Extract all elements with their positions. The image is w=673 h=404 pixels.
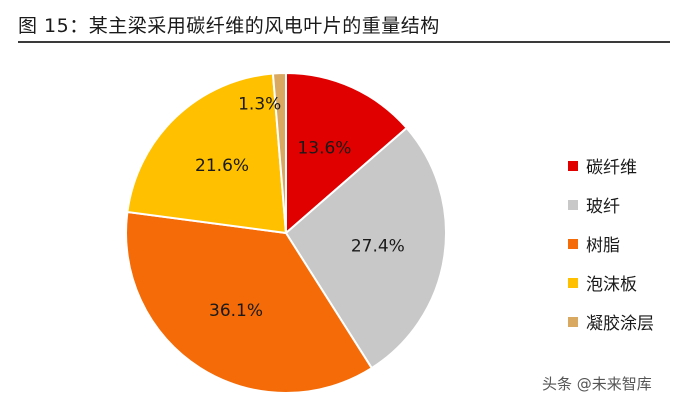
pie-slice-2	[125, 210, 374, 394]
legend-swatch-0	[568, 160, 578, 171]
watermark: 头条 @未来智库	[542, 375, 652, 393]
legend-item-0: 碳纤维	[568, 146, 654, 185]
legend-swatch-3	[568, 277, 578, 288]
pie-slice-3	[126, 72, 288, 235]
legend-item-1: 玻纤	[568, 185, 654, 224]
legend-label-2: 树脂	[586, 236, 620, 256]
chart-title: 图 15：某主梁采用碳纤维的风电叶片的重量结构	[18, 15, 440, 37]
pie-slice-0	[285, 71, 409, 236]
slice-label-4: 1.3%	[238, 94, 281, 114]
pie-slice-4	[271, 71, 287, 234]
legend-item-4: 凝胶涂层	[568, 302, 654, 341]
legend-swatch-1	[568, 199, 578, 210]
legend-swatch-4	[568, 316, 578, 327]
title-divider	[18, 41, 670, 43]
legend-label-1: 玻纤	[586, 197, 620, 217]
legend-label-0: 碳纤维	[586, 158, 637, 178]
slice-label-1: 27.4%	[351, 236, 405, 256]
slice-label-3: 21.6%	[195, 156, 249, 176]
legend-item-3: 泡沫板	[568, 263, 654, 302]
legend: 碳纤维玻纤树脂泡沫板凝胶涂层	[568, 146, 654, 341]
legend-item-2: 树脂	[568, 224, 654, 263]
legend-label-3: 泡沫板	[586, 275, 637, 295]
legend-label-4: 凝胶涂层	[586, 314, 654, 334]
slice-label-2: 36.1%	[209, 301, 263, 321]
legend-swatch-2	[568, 238, 578, 249]
pie-slice-1	[284, 126, 447, 370]
slice-label-0: 13.6%	[297, 139, 351, 159]
